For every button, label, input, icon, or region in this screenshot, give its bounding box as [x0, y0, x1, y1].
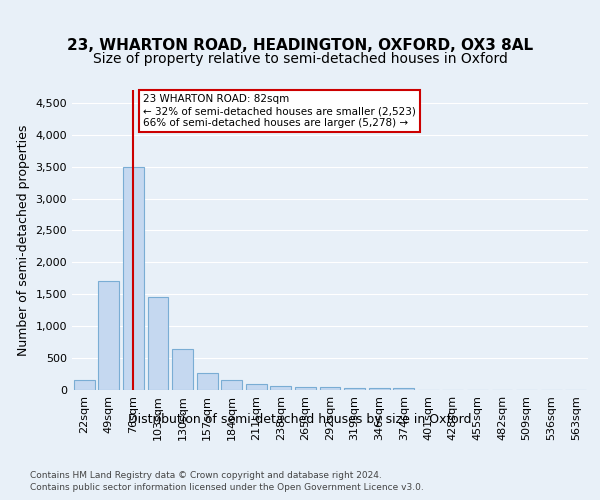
Bar	[172, 348, 193, 390]
Y-axis label: Number of semi-detached properties: Number of semi-detached properties	[17, 124, 30, 356]
Text: Contains public sector information licensed under the Open Government Licence v3: Contains public sector information licen…	[30, 484, 424, 492]
Bar	[246, 384, 267, 390]
Text: 23, WHARTON ROAD, HEADINGTON, OXFORD, OX3 8AL: 23, WHARTON ROAD, HEADINGTON, OXFORD, OX…	[67, 38, 533, 52]
Text: Distribution of semi-detached houses by size in Oxford: Distribution of semi-detached houses by …	[128, 412, 472, 426]
Bar	[344, 388, 365, 390]
Bar	[98, 282, 119, 390]
Text: 23 WHARTON ROAD: 82sqm
← 32% of semi-detached houses are smaller (2,523)
66% of : 23 WHARTON ROAD: 82sqm ← 32% of semi-det…	[143, 94, 416, 128]
Bar	[221, 380, 242, 390]
Bar	[197, 373, 218, 390]
Bar	[320, 388, 340, 390]
Bar	[368, 388, 389, 390]
Bar	[148, 298, 169, 390]
Text: Contains HM Land Registry data © Crown copyright and database right 2024.: Contains HM Land Registry data © Crown c…	[30, 471, 382, 480]
Bar	[123, 166, 144, 390]
Bar	[271, 386, 292, 390]
Bar	[393, 388, 414, 390]
Bar	[74, 380, 95, 390]
Text: Size of property relative to semi-detached houses in Oxford: Size of property relative to semi-detach…	[92, 52, 508, 66]
Bar	[295, 387, 316, 390]
